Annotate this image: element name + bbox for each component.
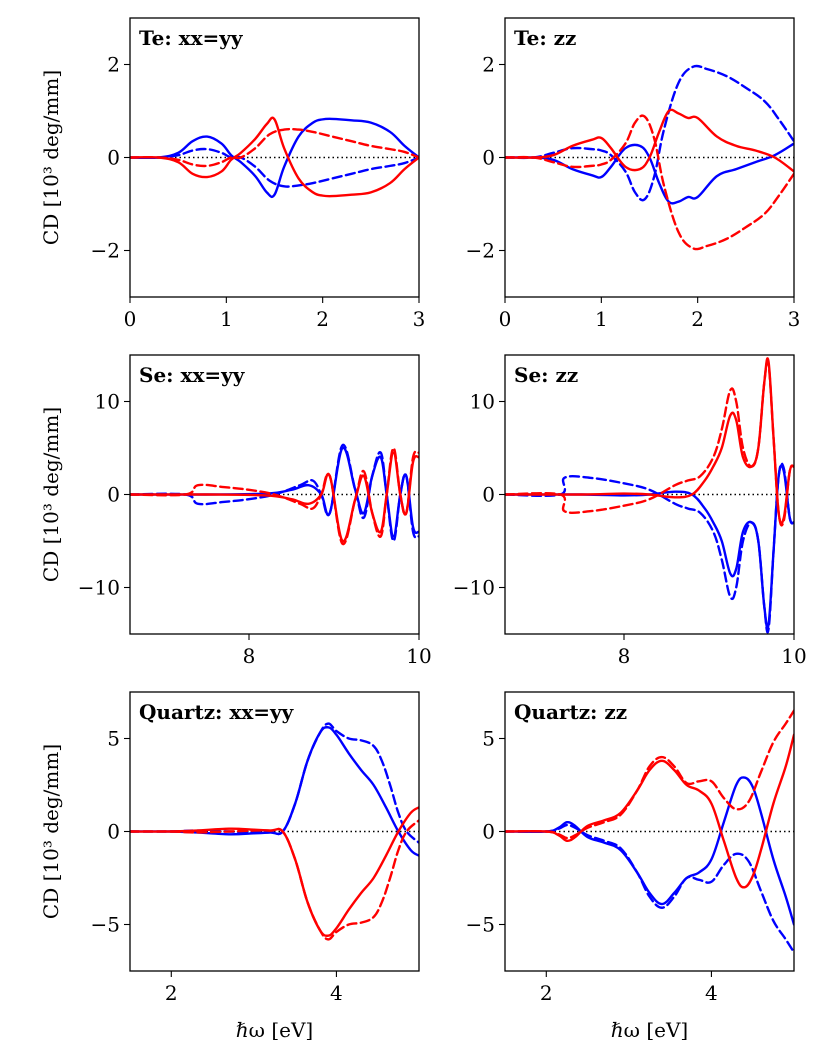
x-tick-label: 8	[243, 644, 256, 668]
series-blue-dashed-line	[505, 823, 794, 954]
series-red-dashed-line	[130, 446, 419, 546]
x-tick-label: 1	[595, 307, 608, 331]
y-tick-label: 2	[482, 53, 495, 77]
series-blue-solid-line	[505, 776, 794, 926]
x-tick-label: 2	[691, 307, 704, 331]
y-axis-title: CD [10³ deg/mm]	[39, 407, 63, 582]
y-tick-label: 5	[107, 727, 120, 751]
x-tick-label: 10	[406, 644, 431, 668]
x-tick-label: 2	[540, 981, 553, 1005]
x-tick-label: 2	[165, 981, 178, 1005]
series-group	[130, 722, 419, 941]
y-tick-label: 0	[107, 820, 120, 844]
panel-6: 2 4 −5 0 5 Quartz: zz ℏω [eV]	[466, 691, 795, 1042]
series-red-solid-line	[505, 108, 794, 173]
x-tick-label: 0	[499, 307, 512, 331]
panel-2: 0 1 2 3 −2 0 2 Te: zz	[466, 17, 801, 331]
series-group	[505, 64, 794, 251]
y-tick-label: −10	[78, 576, 120, 600]
series-group	[130, 116, 419, 199]
y-tick-label: −2	[466, 239, 495, 263]
x-tick-label: 3	[788, 307, 801, 331]
series-red-dashed-line	[505, 114, 794, 251]
series-group	[130, 443, 419, 546]
x-tick-label: 2	[316, 307, 329, 331]
series-blue-dashed-line	[505, 462, 794, 634]
series-red-solid-line	[130, 116, 419, 198]
y-tick-label: 0	[107, 483, 120, 507]
x-tick-label: 4	[330, 981, 343, 1005]
x-tick-label: 1	[220, 307, 233, 331]
x-tick-label: 8	[618, 644, 631, 668]
series-red-solid-line	[505, 733, 794, 889]
x-tick-label: 0	[124, 307, 137, 331]
series-blue-dashed-line	[505, 64, 794, 202]
y-axis-title: CD [10³ deg/mm]	[39, 70, 63, 245]
x-tick-label: 10	[781, 644, 806, 668]
y-tick-label: −10	[453, 576, 495, 600]
panel-title: Se: zz	[514, 363, 578, 387]
panel-title: Se: xx=yy	[139, 363, 246, 387]
series-red-dashed-line	[505, 359, 794, 527]
y-tick-label: 0	[482, 483, 495, 507]
x-axis-title: ℏω [eV]	[611, 1018, 688, 1042]
panel-3: 8 10 −10 0 10 Se: xx=yy CD [10³ deg/mm]	[39, 354, 432, 668]
y-tick-label: 0	[482, 820, 495, 844]
series-blue-dashed-line	[130, 443, 419, 543]
y-tick-label: 2	[107, 53, 120, 77]
series-blue-solid-line	[505, 142, 794, 205]
panel-5: 2 4 −5 0 5 Quartz: xx=yy CD [10³ deg/mm] ℏω [eV…	[39, 691, 420, 1042]
y-tick-label: 0	[107, 146, 120, 170]
x-tick-label: 4	[705, 981, 718, 1005]
panel-title: Te: xx=yy	[139, 26, 244, 50]
panel-1: 0 1 2 3 −2 0 2 Te: xx=yy CD [10³ deg/mm]	[39, 17, 426, 331]
y-tick-label: 10	[95, 390, 120, 414]
y-tick-label: −5	[91, 913, 120, 937]
y-tick-label: 10	[470, 390, 495, 414]
series-blue-dashed-line	[130, 722, 419, 844]
y-tick-label: 5	[482, 727, 495, 751]
series-red-dashed-line	[130, 127, 419, 168]
panel-title: Te: zz	[514, 26, 576, 50]
y-tick-label: −2	[91, 239, 120, 263]
y-tick-label: 0	[482, 146, 495, 170]
y-tick-label: −5	[466, 913, 495, 937]
series-red-dashed-line	[505, 709, 794, 840]
x-tick-label: 3	[413, 307, 426, 331]
series-group	[505, 357, 794, 634]
panel-title: Quartz: zz	[514, 700, 627, 724]
x-axis-title: ℏω [eV]	[236, 1018, 313, 1042]
series-group	[505, 709, 794, 954]
series-blue-dashed-line	[130, 147, 419, 188]
panel-4: 8 10 −10 0 10 Se: zz	[453, 354, 807, 668]
series-red-dashed-line	[130, 819, 419, 941]
panel-title: Quartz: xx=yy	[139, 700, 295, 724]
series-blue-solid-line	[130, 117, 419, 199]
y-axis-title: CD [10³ deg/mm]	[39, 744, 63, 919]
